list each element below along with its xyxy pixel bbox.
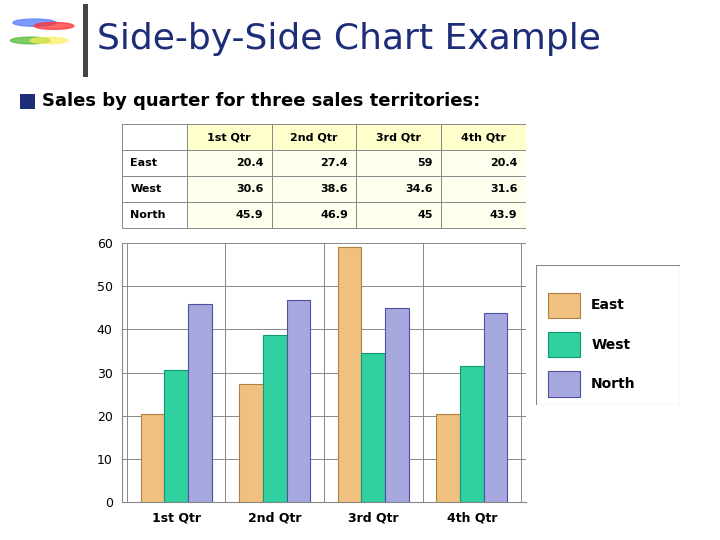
Text: 34.6: 34.6 — [405, 184, 433, 194]
Bar — [287, 300, 310, 502]
Text: 31.6: 31.6 — [490, 184, 518, 194]
Ellipse shape — [13, 19, 56, 26]
Bar — [548, 372, 580, 396]
Text: 1st Qtr: 1st Qtr — [207, 132, 251, 142]
Text: Sales by quarter for three sales territories:: Sales by quarter for three sales territo… — [42, 92, 480, 110]
FancyBboxPatch shape — [187, 176, 271, 202]
Bar — [361, 353, 385, 502]
Bar — [20, 93, 35, 109]
Text: Side-by-Side Chart Example: Side-by-Side Chart Example — [97, 22, 601, 56]
Bar — [385, 308, 409, 502]
Ellipse shape — [30, 37, 68, 44]
Ellipse shape — [35, 23, 74, 29]
Text: 30.6: 30.6 — [236, 184, 264, 194]
Text: 27.4: 27.4 — [320, 158, 348, 168]
Text: East: East — [130, 158, 158, 168]
Text: West: West — [591, 338, 630, 352]
FancyBboxPatch shape — [536, 265, 680, 405]
Text: 45.9: 45.9 — [236, 210, 264, 220]
Text: 3rd Qtr: 3rd Qtr — [376, 132, 421, 142]
FancyBboxPatch shape — [441, 202, 526, 228]
FancyBboxPatch shape — [122, 202, 187, 228]
FancyBboxPatch shape — [441, 176, 526, 202]
Bar — [548, 332, 580, 357]
Bar — [484, 313, 508, 502]
FancyBboxPatch shape — [271, 124, 356, 150]
Bar — [338, 247, 361, 502]
Text: 45: 45 — [418, 210, 433, 220]
Ellipse shape — [11, 37, 50, 44]
FancyBboxPatch shape — [271, 150, 356, 176]
FancyBboxPatch shape — [122, 124, 187, 150]
FancyBboxPatch shape — [187, 150, 271, 176]
Bar — [140, 414, 164, 502]
Text: 46.9: 46.9 — [320, 210, 348, 220]
Text: 4th Qtr: 4th Qtr — [461, 132, 505, 142]
Bar — [83, 4, 88, 77]
Bar — [188, 304, 212, 502]
Text: East: East — [591, 298, 625, 312]
Text: 2nd Qtr: 2nd Qtr — [290, 132, 338, 142]
Bar — [436, 414, 460, 502]
FancyBboxPatch shape — [271, 176, 356, 202]
FancyBboxPatch shape — [441, 124, 526, 150]
Bar — [548, 293, 580, 318]
Text: 43.9: 43.9 — [490, 210, 518, 220]
FancyBboxPatch shape — [356, 124, 441, 150]
Bar — [164, 370, 188, 502]
Bar — [239, 384, 263, 502]
FancyBboxPatch shape — [122, 150, 187, 176]
Text: 20.4: 20.4 — [490, 158, 518, 168]
Bar — [263, 335, 287, 502]
FancyBboxPatch shape — [122, 176, 187, 202]
FancyBboxPatch shape — [187, 202, 271, 228]
Text: 20.4: 20.4 — [236, 158, 264, 168]
FancyBboxPatch shape — [356, 150, 441, 176]
Text: West: West — [130, 184, 162, 194]
Text: 38.6: 38.6 — [320, 184, 348, 194]
FancyBboxPatch shape — [271, 202, 356, 228]
FancyBboxPatch shape — [441, 150, 526, 176]
Text: 59: 59 — [418, 158, 433, 168]
Bar — [460, 366, 484, 502]
Text: North: North — [130, 210, 166, 220]
FancyBboxPatch shape — [356, 202, 441, 228]
FancyBboxPatch shape — [356, 176, 441, 202]
FancyBboxPatch shape — [187, 124, 271, 150]
Text: North: North — [591, 377, 636, 391]
